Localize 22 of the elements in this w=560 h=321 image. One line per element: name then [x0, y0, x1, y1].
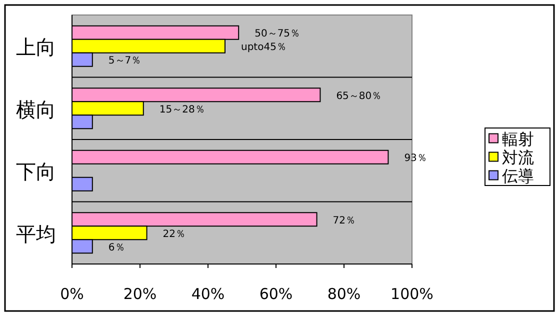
y-tick-label: 下向	[16, 160, 56, 184]
y-tick-label: 上向	[16, 35, 56, 60]
annotation: 50～75％	[254, 28, 300, 40]
annotation: 65～80％	[336, 90, 382, 102]
x-tick-label: 80%	[327, 285, 361, 303]
legend-label: 輻射	[502, 129, 534, 148]
x-tick-label: 40%	[191, 285, 225, 303]
x-tick-label: 20%	[123, 285, 157, 303]
data-label: 22％	[162, 228, 186, 240]
data-label: 72％	[332, 215, 356, 226]
annotation: 15～28％	[159, 104, 205, 116]
data-label: 6％	[108, 242, 125, 254]
x-tick-label: 60%	[259, 285, 293, 303]
y-tick-label: 平均	[16, 222, 56, 246]
legend-label: 対流	[502, 148, 534, 167]
annotation: 5～7％	[108, 56, 142, 67]
x-tick-label: 0%	[60, 285, 84, 303]
legend-label: 伝導	[502, 166, 534, 186]
annotation: upto45％	[241, 42, 286, 54]
x-tick-label: 100%	[390, 285, 434, 303]
data-label: 93％	[404, 153, 427, 164]
y-tick-label: 横向	[16, 97, 56, 122]
